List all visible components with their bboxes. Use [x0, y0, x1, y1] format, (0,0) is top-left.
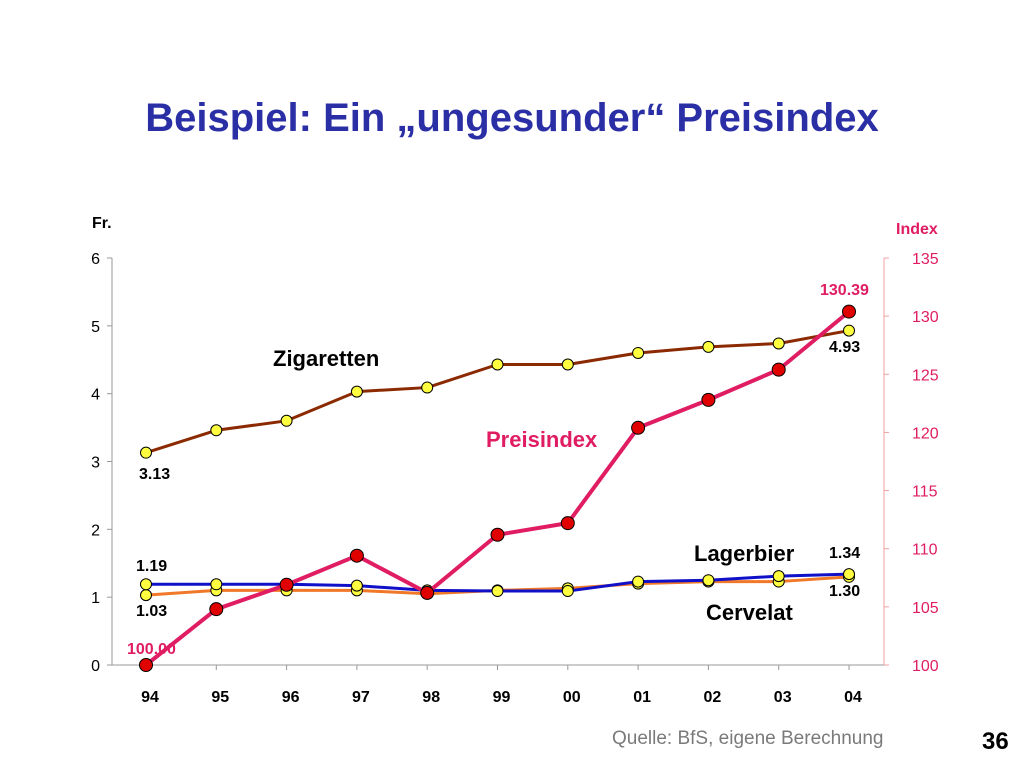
data-label-cervelat-start: 1.03	[136, 603, 167, 620]
point-preisindex-04	[842, 304, 856, 319]
left-tick-label: 0	[91, 658, 100, 675]
data-label-preisindex-end: 130.39	[820, 282, 869, 299]
point-lagerbier-03	[772, 570, 785, 583]
point-preisindex-98	[420, 585, 435, 600]
x-tick-label: 04	[844, 689, 862, 706]
point-zigaretten-04	[843, 324, 855, 337]
point-preisindex-94	[139, 658, 153, 672]
series-name-lagerbier: Lagerbier	[694, 541, 795, 566]
data-label-zigaretten-start: 3.13	[139, 466, 170, 483]
point-lagerbier-02	[702, 574, 715, 587]
data-label-zigaretten-end: 4.93	[829, 339, 860, 356]
x-tick-label: 99	[493, 689, 511, 706]
x-tick-label: 02	[704, 689, 722, 706]
right-tick-label: 120	[912, 425, 939, 442]
right-tick-label: 110	[912, 542, 938, 559]
left-tick-label: 4	[91, 387, 100, 404]
data-label-preisindex-start: 100.00	[127, 641, 176, 658]
x-tick-label: 01	[633, 689, 651, 706]
point-zigaretten-00	[561, 358, 574, 371]
point-preisindex-96	[279, 577, 294, 592]
series-name-cervelat: Cervelat	[706, 600, 794, 625]
source-note: Quelle: BfS, eigene Berechnung	[612, 728, 884, 749]
left-tick-label: 3	[91, 455, 100, 472]
point-lagerbier-95	[210, 578, 223, 591]
point-cervelat-94	[140, 589, 152, 602]
left-tick-label: 6	[91, 251, 100, 268]
series-name-preisindex: Preisindex	[486, 427, 598, 452]
point-zigaretten-94	[140, 446, 152, 459]
data-label-lagerbier-start: 1.19	[136, 558, 167, 575]
point-lagerbier-94	[140, 578, 152, 591]
left-axis-unit-label: Fr.	[92, 215, 112, 232]
x-tick-label: 00	[563, 689, 581, 706]
point-lagerbier-97	[350, 579, 363, 592]
x-tick-label: 95	[211, 689, 229, 706]
point-preisindex-02	[701, 392, 716, 407]
x-tick-label: 98	[422, 689, 440, 706]
right-tick-label: 100	[912, 658, 939, 675]
right-tick-label: 135	[912, 251, 939, 268]
point-lagerbier-01	[632, 575, 645, 588]
point-lagerbier-99	[491, 585, 504, 598]
data-label-lagerbier-end: 1.34	[829, 545, 860, 562]
page-number: 36	[982, 728, 1009, 755]
x-tick-label: 94	[141, 689, 159, 706]
point-preisindex-00	[560, 516, 575, 531]
x-tick-label: 03	[774, 689, 792, 706]
point-preisindex-95	[209, 602, 224, 617]
right-tick-label: 130	[912, 309, 939, 326]
point-zigaretten-98	[421, 381, 434, 394]
left-tick-label: 2	[91, 522, 100, 539]
point-preisindex-97	[349, 548, 364, 563]
x-tick-label: 97	[352, 689, 370, 706]
axes: 0123456Fr.100105110115120125130135Index9…	[91, 215, 939, 706]
point-zigaretten-02	[702, 340, 715, 353]
labels-layer: Zigaretten Lagerbier Cervelat Preisindex 3.1…	[127, 282, 869, 658]
series-layer	[139, 304, 856, 672]
point-zigaretten-03	[772, 337, 785, 350]
point-preisindex-03	[771, 362, 786, 377]
left-tick-label: 1	[91, 590, 100, 607]
point-zigaretten-99	[491, 358, 504, 371]
point-preisindex-99	[490, 527, 505, 542]
right-axis-unit-label: Index	[896, 221, 938, 238]
right-tick-label: 115	[912, 484, 938, 501]
left-tick-label: 5	[91, 319, 100, 336]
point-lagerbier-04	[843, 568, 855, 581]
point-zigaretten-97	[350, 385, 363, 398]
data-label-cervelat-end: 1.30	[829, 583, 860, 600]
x-tick-label: 96	[282, 689, 300, 706]
point-zigaretten-96	[280, 414, 293, 427]
series-name-zigaretten: Zigaretten	[273, 346, 379, 371]
right-tick-label: 105	[912, 600, 939, 617]
slide-title: Beispiel: Ein „ungesunder“ Preisindex	[145, 96, 879, 140]
point-zigaretten-01	[632, 346, 645, 359]
point-lagerbier-00	[561, 585, 574, 598]
point-preisindex-01	[631, 420, 646, 435]
point-zigaretten-95	[210, 424, 223, 437]
right-tick-label: 125	[912, 367, 939, 384]
